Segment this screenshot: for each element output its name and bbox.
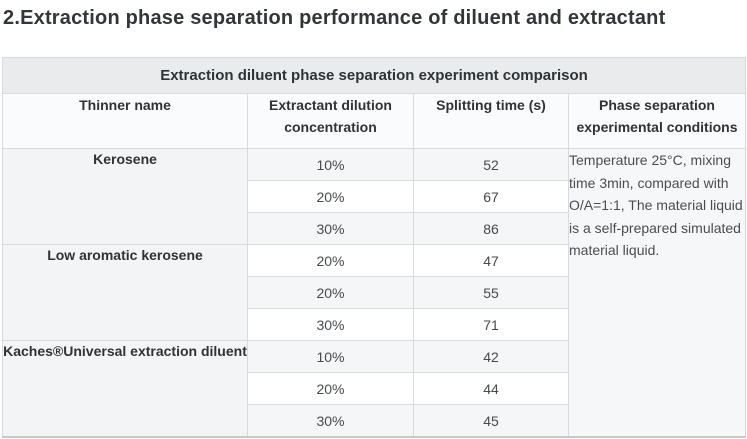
thinner-name-cell: Kerosene	[2, 148, 248, 245]
thinner-name-cell: Kaches®Universal extraction diluent	[2, 340, 248, 438]
splitting-time-cell: 47	[413, 244, 569, 277]
table-row: 30% 45	[3, 404, 746, 438]
table-row: Low aromatic kerosene 20% 47	[2, 244, 746, 341]
column-header-thinner-name: Thinner name	[2, 93, 248, 149]
concentration-cell: 30%	[247, 308, 414, 341]
splitting-time-cell: 45	[413, 404, 569, 438]
concentration-cell: 30%	[247, 404, 414, 438]
splitting-time-cell: 86	[413, 212, 569, 245]
splitting-time-cell: 67	[413, 180, 569, 213]
table-row: 20% 44	[3, 372, 746, 405]
table-row: Kerosene 10% 52 Temperature 25°C, mixing…	[2, 148, 746, 438]
table-row: 20% 55	[3, 276, 746, 309]
table-row: 30% 71	[3, 308, 746, 341]
concentration-cell: 20%	[247, 244, 414, 277]
splitting-time-cell: 42	[413, 340, 569, 373]
column-header-row: Thinner name Extractant dilution concent…	[2, 93, 746, 149]
concentration-cell: 10%	[247, 340, 414, 373]
column-header-splitting-time: Splitting time (s)	[413, 93, 569, 149]
concentration-cell: 20%	[247, 180, 414, 213]
table-row: 20% 67	[3, 180, 746, 213]
concentration-cell: 30%	[247, 212, 414, 245]
splitting-time-cell: 44	[413, 372, 569, 405]
splitting-time-cell: 52	[413, 148, 569, 181]
table-row: Kaches®Universal extraction diluent 10% …	[2, 340, 746, 438]
table-title: Extraction diluent phase separation expe…	[2, 57, 746, 94]
concentration-cell: 20%	[247, 372, 414, 405]
splitting-time-cell: 55	[413, 276, 569, 309]
table-title-row: Extraction diluent phase separation expe…	[2, 57, 746, 94]
column-header-phase-separation-conditions: Phase separation experimental conditions	[568, 93, 746, 149]
conditions-cell: Temperature 25°C, mixing time 3min, comp…	[568, 148, 746, 438]
splitting-time-cell: 71	[413, 308, 569, 341]
section-heading: 2.Extraction phase separation performanc…	[3, 7, 666, 29]
concentration-cell: 20%	[247, 276, 414, 309]
column-header-extractant-dilution-concentration: Extractant dilution concentration	[247, 93, 414, 149]
comparison-table: Extraction diluent phase separation expe…	[2, 57, 746, 438]
thinner-name-cell: Low aromatic kerosene	[2, 244, 248, 341]
concentration-cell: 10%	[247, 148, 414, 181]
